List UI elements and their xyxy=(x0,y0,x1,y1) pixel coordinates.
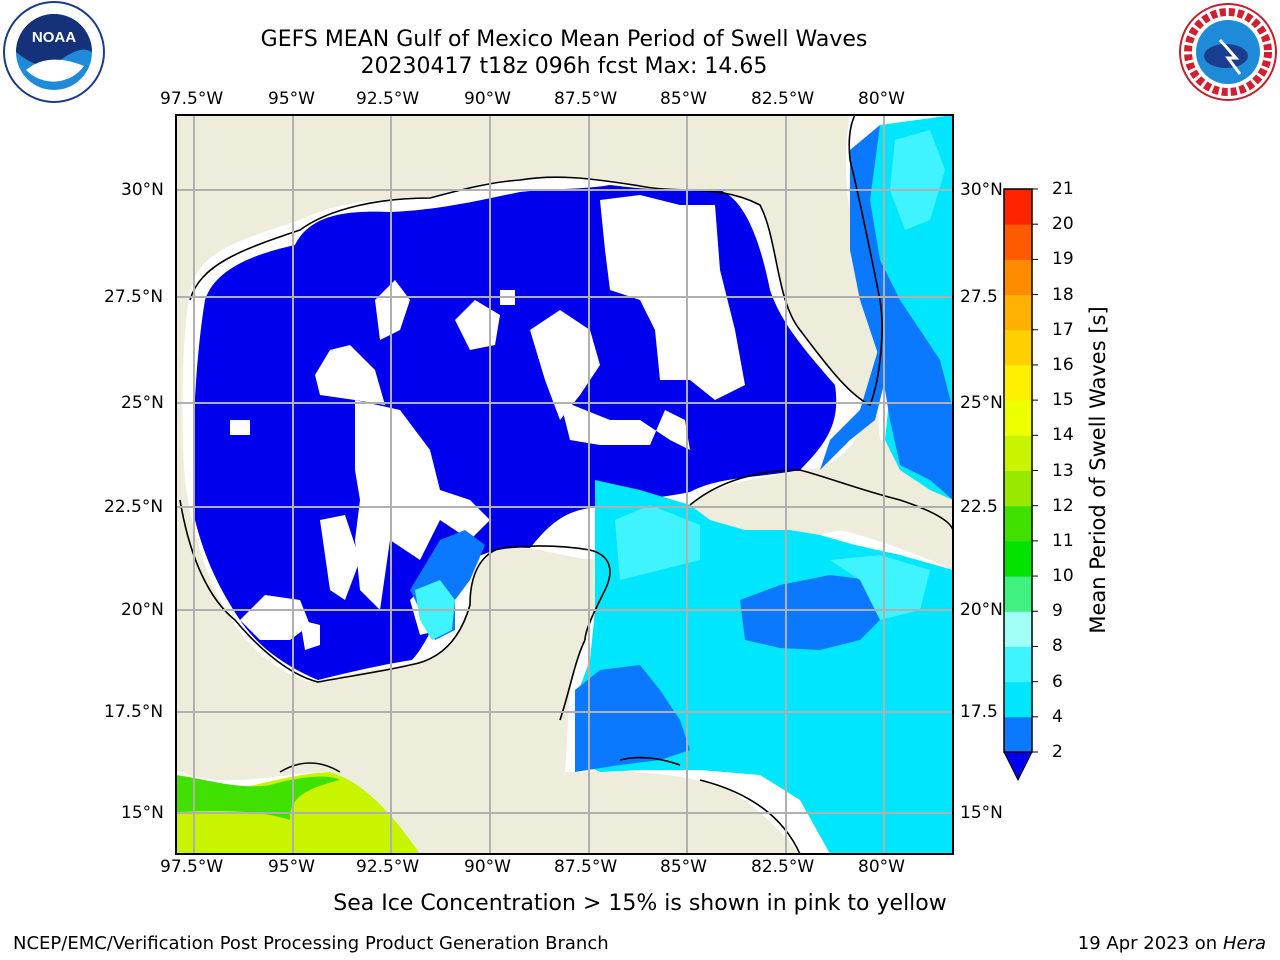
colorbar-tick-label: 11 xyxy=(1052,530,1074,551)
lon-label-top: 92.5°W xyxy=(356,89,420,109)
sea-ice-note: Sea Ice Concentration > 15% is shown in … xyxy=(333,891,947,916)
lon-label-bottom: 85°W xyxy=(660,857,707,877)
colorbar-bin xyxy=(1004,716,1032,753)
lat-label-right: 25°N xyxy=(960,393,1003,413)
lon-label-bottom: 82.5°W xyxy=(751,857,815,877)
colorbar-tick-label: 15 xyxy=(1052,390,1074,411)
lat-label-left: 25°N xyxy=(121,393,164,413)
lon-label-bottom: 80°W xyxy=(858,857,905,877)
lon-label-top: 90°W xyxy=(464,89,511,109)
swell-atlantic-4-6s xyxy=(850,125,953,500)
colorbar-tick-label: 6 xyxy=(1052,671,1063,692)
lon-label-top: 87.5°W xyxy=(554,89,618,109)
colorbar-bin xyxy=(1004,505,1032,542)
lat-label-left: 17.5°N xyxy=(104,702,164,722)
swell-caribbean-8-9s xyxy=(615,505,700,580)
lon-label-bottom: 90°W xyxy=(464,857,511,877)
colorbar-tick-label: 20 xyxy=(1052,214,1074,235)
colorbar xyxy=(1003,188,1038,782)
nws-logo-icon xyxy=(1179,3,1277,101)
colorbar-tick-label: 14 xyxy=(1052,425,1074,446)
lat-label-right: 27.5 xyxy=(960,287,998,307)
lat-label-left: 22.5°N xyxy=(104,497,164,517)
colorbar-bin xyxy=(1004,435,1032,471)
colorbar-bin xyxy=(1004,329,1032,366)
coastlines xyxy=(179,115,953,854)
lon-label-top: 80°W xyxy=(858,89,905,109)
colorbar-bin xyxy=(1004,259,1032,296)
date-label: 19 Apr 2023 on xyxy=(1077,933,1218,954)
lat-label-right: 30°N xyxy=(960,180,1003,200)
lon-label-top: 85°W xyxy=(660,89,707,109)
swell-caribbean-4-6s-west xyxy=(575,665,690,772)
colorbar-tick-label: 9 xyxy=(1052,601,1063,622)
lat-label-right: 15°N xyxy=(960,803,1003,823)
swell-east-gulf-4-6s xyxy=(820,350,885,470)
colorbar-tick-label: 19 xyxy=(1052,249,1074,270)
colorbar-bin xyxy=(1004,294,1032,331)
colorbar-tick-label: 18 xyxy=(1052,284,1074,305)
date-text: 19 Apr 2023 on Hera xyxy=(1078,933,1266,954)
lon-label-bottom: 95°W xyxy=(268,857,315,877)
lat-label-left: 20°N xyxy=(121,600,164,620)
colorbar-tick-label: 4 xyxy=(1052,706,1063,727)
lon-label-bottom: 92.5°W xyxy=(356,857,420,877)
colorbar-tick-label: 2 xyxy=(1052,742,1063,762)
lat-label-left: 27.5°N xyxy=(104,287,164,307)
lon-label-bottom: 97.5°W xyxy=(160,857,224,877)
host-name: Hera xyxy=(1222,933,1266,954)
graticule xyxy=(176,115,953,854)
noaa-logo-icon: NOAA xyxy=(3,1,105,103)
lon-label-top: 82.5°W xyxy=(751,89,815,109)
lat-label-right: 22.5 xyxy=(960,497,998,517)
colorbar-bin xyxy=(1004,224,1032,260)
chart-title: GEFS MEAN Gulf of Mexico Mean Period of … xyxy=(260,27,868,52)
swell-caribbean-4-6s xyxy=(740,575,880,650)
colorbar-tick-label: 17 xyxy=(1052,319,1074,340)
colorbar-bin xyxy=(1004,576,1032,612)
swell-caribbean-8-9s-east xyxy=(830,555,930,620)
colorbar-bin xyxy=(1004,364,1032,401)
colorbar-tick-label: 8 xyxy=(1052,636,1063,657)
lat-label-right: 17.5 xyxy=(960,702,998,722)
colorbar-bin xyxy=(1004,400,1032,436)
colorbar-tick-label: 13 xyxy=(1052,460,1074,481)
colorbar-title: Mean Period of Swell Waves [s] xyxy=(1086,306,1110,634)
lon-label-top: 95°W xyxy=(268,89,315,109)
chart-subtitle: 20230417 t18z 096h fcst Max: 14.65 xyxy=(360,54,768,79)
lon-label-top: 97.5°W xyxy=(160,89,224,109)
lat-label-left: 15°N xyxy=(121,803,164,823)
credit-text: NCEP/EMC/Verification Post Processing Pr… xyxy=(13,933,609,954)
swell-atlantic-8-9s xyxy=(890,130,945,230)
colorbar-tick-label: 21 xyxy=(1052,179,1074,199)
colorbar-tick-label: 10 xyxy=(1052,566,1074,587)
colorbar-bin xyxy=(1004,681,1032,718)
swell-pacific-10-12s xyxy=(176,775,340,820)
lat-label-right: 20°N xyxy=(960,600,1003,620)
colorbar-extend-min xyxy=(1003,751,1033,782)
lon-label-bottom: 87.5°W xyxy=(554,857,618,877)
colorbar-bin xyxy=(1004,540,1032,577)
map-frame xyxy=(175,114,954,855)
lat-label-left: 30°N xyxy=(121,180,164,200)
colorbar-tick-label: 16 xyxy=(1052,354,1074,375)
colorbar-bin xyxy=(1004,470,1032,507)
colorbar-tick-label: 12 xyxy=(1052,495,1074,516)
colorbar-bin xyxy=(1004,646,1032,683)
svg-text:NOAA: NOAA xyxy=(32,29,76,46)
colorbar-bin xyxy=(1004,611,1032,647)
colorbar-bin xyxy=(1004,189,1032,225)
swell-gulf-gaps xyxy=(230,195,745,650)
